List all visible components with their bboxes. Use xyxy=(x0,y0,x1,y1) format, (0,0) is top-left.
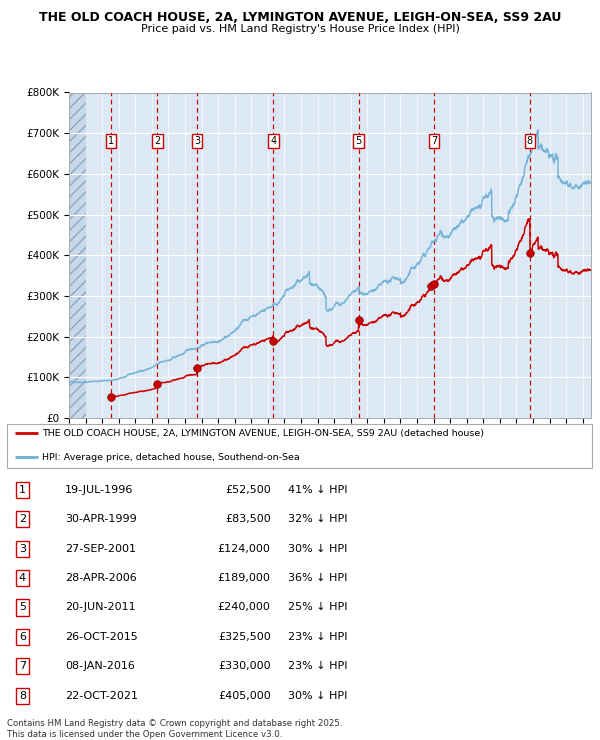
Text: £240,000: £240,000 xyxy=(218,602,271,613)
Text: 2: 2 xyxy=(154,136,160,147)
Text: 1: 1 xyxy=(108,136,115,147)
Text: £405,000: £405,000 xyxy=(218,690,271,701)
Text: 27-SEP-2001: 27-SEP-2001 xyxy=(65,544,136,554)
Text: 30-APR-1999: 30-APR-1999 xyxy=(65,514,137,524)
Text: 2: 2 xyxy=(19,514,26,524)
Text: £330,000: £330,000 xyxy=(218,662,271,671)
Text: 4: 4 xyxy=(270,136,277,147)
Text: THE OLD COACH HOUSE, 2A, LYMINGTON AVENUE, LEIGH-ON-SEA, SS9 2AU: THE OLD COACH HOUSE, 2A, LYMINGTON AVENU… xyxy=(39,11,561,24)
Text: THE OLD COACH HOUSE, 2A, LYMINGTON AVENUE, LEIGH-ON-SEA, SS9 2AU (detached house: THE OLD COACH HOUSE, 2A, LYMINGTON AVENU… xyxy=(43,429,484,438)
Text: 30% ↓ HPI: 30% ↓ HPI xyxy=(288,690,347,701)
Text: 30% ↓ HPI: 30% ↓ HPI xyxy=(288,544,347,554)
Text: 28-APR-2006: 28-APR-2006 xyxy=(65,573,137,583)
Text: 8: 8 xyxy=(527,136,533,147)
Text: 1: 1 xyxy=(19,485,26,495)
Text: 26-OCT-2015: 26-OCT-2015 xyxy=(65,632,137,642)
Text: 5: 5 xyxy=(355,136,362,147)
Text: 23% ↓ HPI: 23% ↓ HPI xyxy=(288,632,348,642)
Text: 23% ↓ HPI: 23% ↓ HPI xyxy=(288,662,348,671)
Text: 5: 5 xyxy=(19,602,26,613)
Text: 22-OCT-2021: 22-OCT-2021 xyxy=(65,690,138,701)
Text: 36% ↓ HPI: 36% ↓ HPI xyxy=(288,573,347,583)
Text: £325,500: £325,500 xyxy=(218,632,271,642)
Text: 3: 3 xyxy=(19,544,26,554)
Text: 7: 7 xyxy=(431,136,437,147)
Text: Contains HM Land Registry data © Crown copyright and database right 2025.: Contains HM Land Registry data © Crown c… xyxy=(7,719,343,728)
Text: £83,500: £83,500 xyxy=(225,514,271,524)
Text: Price paid vs. HM Land Registry's House Price Index (HPI): Price paid vs. HM Land Registry's House … xyxy=(140,24,460,35)
Bar xyxy=(69,92,86,418)
Text: This data is licensed under the Open Government Licence v3.0.: This data is licensed under the Open Gov… xyxy=(7,730,283,739)
Text: 19-JUL-1996: 19-JUL-1996 xyxy=(65,485,133,495)
Text: 32% ↓ HPI: 32% ↓ HPI xyxy=(288,514,348,524)
Text: 41% ↓ HPI: 41% ↓ HPI xyxy=(288,485,348,495)
Text: £124,000: £124,000 xyxy=(218,544,271,554)
Text: 7: 7 xyxy=(19,662,26,671)
Text: 08-JAN-2016: 08-JAN-2016 xyxy=(65,662,134,671)
Text: 20-JUN-2011: 20-JUN-2011 xyxy=(65,602,136,613)
Text: 4: 4 xyxy=(19,573,26,583)
Text: 25% ↓ HPI: 25% ↓ HPI xyxy=(288,602,348,613)
Text: £52,500: £52,500 xyxy=(225,485,271,495)
Text: 6: 6 xyxy=(19,632,26,642)
Text: 3: 3 xyxy=(194,136,200,147)
Text: 8: 8 xyxy=(19,690,26,701)
FancyBboxPatch shape xyxy=(7,424,592,468)
Text: £189,000: £189,000 xyxy=(218,573,271,583)
Text: HPI: Average price, detached house, Southend-on-Sea: HPI: Average price, detached house, Sout… xyxy=(43,453,300,462)
